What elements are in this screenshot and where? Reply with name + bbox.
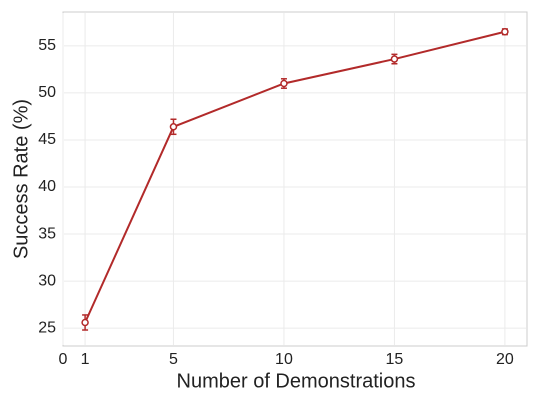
point — [169, 123, 178, 131]
y-tick-label: 55 — [38, 37, 56, 54]
x-tick-label: 10 — [275, 351, 293, 368]
x-axis-label: Number of Demonstrations — [177, 370, 416, 392]
x-tick-label: 15 — [386, 351, 404, 368]
point — [280, 79, 288, 88]
y-tick-label: 40 — [38, 178, 56, 195]
y-tick-label: 50 — [38, 84, 56, 101]
x-tick-label: 5 — [169, 351, 178, 368]
x-tick-label: 20 — [496, 351, 514, 368]
y-tick-label: 30 — [38, 272, 56, 289]
y-tick-label: 35 — [38, 225, 56, 242]
x-tick-label: 1 — [81, 351, 90, 368]
point — [390, 55, 399, 63]
y-tick-label: 45 — [38, 131, 56, 148]
plot-frame — [62, 11, 528, 347]
y-tick-label: 25 — [38, 319, 56, 336]
point — [81, 318, 89, 327]
point — [501, 28, 509, 36]
x-tick-label: 0 — [59, 351, 68, 368]
y-axis-label: Success Rate (%) — [10, 99, 32, 259]
